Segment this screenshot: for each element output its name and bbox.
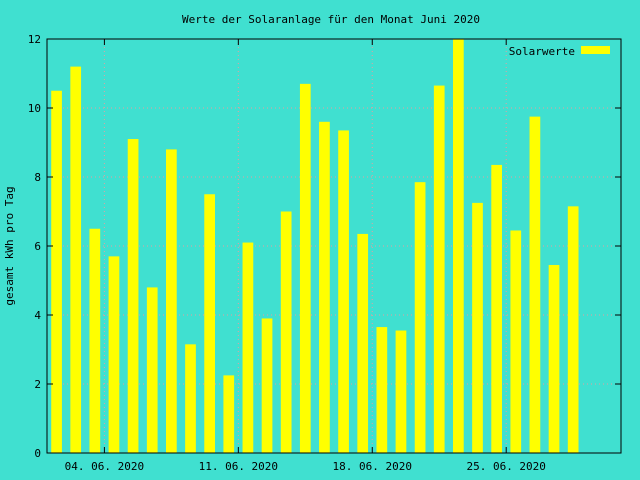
bar <box>166 149 177 453</box>
bar <box>223 375 235 453</box>
y-tick-label: 6 <box>34 240 41 253</box>
bar <box>261 318 273 453</box>
x-tick-label: 04. 06. 2020 <box>65 460 144 473</box>
bar <box>548 264 560 453</box>
bar <box>414 182 426 454</box>
bar <box>185 344 196 453</box>
bar <box>70 66 82 453</box>
bar <box>510 230 522 453</box>
y-tick-label: 10 <box>28 102 41 115</box>
chart-title: Werte der Solaranlage für den Monat Juni… <box>182 13 480 26</box>
bar <box>299 83 311 453</box>
bars <box>51 39 579 454</box>
bar <box>567 206 579 453</box>
y-tick-label: 0 <box>34 447 41 460</box>
bar <box>357 233 369 453</box>
bar <box>319 121 330 454</box>
y-tick-label: 8 <box>34 171 41 184</box>
x-tick-label: 18. 06. 2020 <box>333 460 412 473</box>
bar <box>89 228 101 453</box>
grid <box>47 39 621 453</box>
bar <box>51 90 62 453</box>
ticks: 0 2 4 6 8 10 12 04. 06. 2020 11. 06. 2020 18. 06.… <box>28 33 621 473</box>
bar <box>472 202 483 453</box>
y-tick-label: 4 <box>34 309 41 322</box>
bar <box>146 287 158 453</box>
bar <box>242 242 254 453</box>
y-tick-label: 12 <box>28 33 41 46</box>
bar <box>395 330 407 453</box>
bar <box>127 139 139 454</box>
bar <box>204 194 215 453</box>
legend-swatch <box>581 46 610 54</box>
y-axis-label: gesamt kWh pro Tag <box>3 186 16 305</box>
x-tick-label: 11. 06. 2020 <box>199 460 278 473</box>
bar <box>453 39 464 453</box>
bar <box>108 256 120 453</box>
bar <box>376 327 388 453</box>
bar <box>529 116 541 453</box>
y-tick-label: 2 <box>34 378 41 391</box>
bar <box>280 211 292 453</box>
bar <box>433 85 445 453</box>
bar <box>338 130 349 454</box>
legend-label: Solarwerte <box>509 45 575 58</box>
bar <box>491 164 502 454</box>
legend: Solarwerte <box>509 45 610 58</box>
x-tick-label: 25. 06. 2020 <box>466 460 545 473</box>
